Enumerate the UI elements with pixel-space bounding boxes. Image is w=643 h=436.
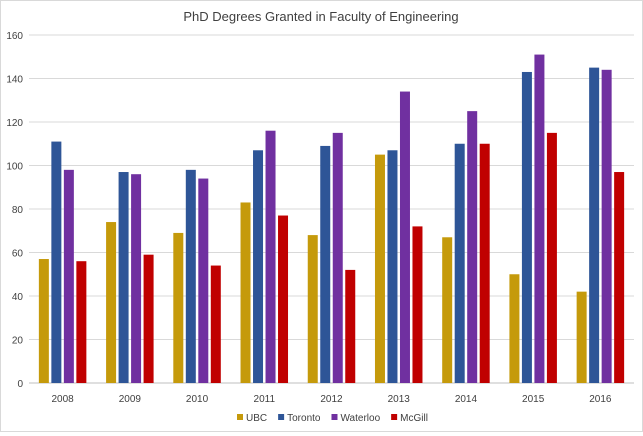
bar-mcgill-2010 <box>210 265 221 383</box>
y-tick-label: 160 <box>6 31 23 42</box>
bar-toronto-2008 <box>51 141 62 383</box>
bar-mcgill-2011 <box>278 215 289 383</box>
bar-mcgill-2013 <box>412 226 423 383</box>
x-tick-label: 2011 <box>254 394 276 405</box>
bar-toronto-2013 <box>387 150 398 383</box>
y-tick-label: 140 <box>6 75 23 86</box>
x-tick-label: 2014 <box>455 394 478 405</box>
bar-ubc-2008 <box>38 259 49 383</box>
y-tick-label: 80 <box>12 205 24 216</box>
bar-ubc-2012 <box>307 235 318 383</box>
bar-waterloo-2010 <box>198 178 209 383</box>
bar-ubc-2014 <box>442 237 453 383</box>
x-tick-label: 2013 <box>388 394 411 405</box>
y-tick-label: 60 <box>12 249 24 260</box>
bar-waterloo-2014 <box>467 111 478 383</box>
legend-swatch-toronto <box>278 414 285 420</box>
bar-waterloo-2008 <box>63 169 74 383</box>
bar-toronto-2009 <box>118 172 129 383</box>
legend-swatch-waterloo <box>331 414 338 420</box>
x-tick-label: 2012 <box>320 394 343 405</box>
bar-mcgill-2016 <box>614 172 625 383</box>
bar-toronto-2010 <box>185 169 196 383</box>
bar-ubc-2009 <box>106 222 117 383</box>
x-tick-label: 2015 <box>522 394 545 405</box>
bar-toronto-2012 <box>320 145 331 383</box>
bar-waterloo-2013 <box>399 91 410 384</box>
bar-waterloo-2016 <box>601 69 612 384</box>
x-tick-label: 2008 <box>51 394 74 405</box>
bar-waterloo-2012 <box>332 132 343 383</box>
bar-toronto-2011 <box>253 150 264 383</box>
y-tick-label: 0 <box>17 379 23 390</box>
legend-label-mcgill: McGill <box>400 413 428 424</box>
bar-waterloo-2015 <box>534 54 545 383</box>
chart-title: PhD Degrees Granted in Faculty of Engine… <box>183 9 458 24</box>
y-tick-label: 40 <box>12 292 24 303</box>
y-tick-label: 120 <box>6 118 23 129</box>
bar-waterloo-2011 <box>265 130 276 383</box>
bar-mcgill-2008 <box>76 261 87 383</box>
x-tick-label: 2016 <box>589 394 612 405</box>
bar-ubc-2016 <box>576 291 587 383</box>
bar-ubc-2015 <box>509 274 520 383</box>
legend-label-ubc: UBC <box>246 413 267 424</box>
bar-waterloo-2009 <box>131 174 142 383</box>
bar-ubc-2010 <box>173 232 184 383</box>
bar-ubc-2011 <box>240 202 251 383</box>
legend-label-waterloo: Waterloo <box>340 413 380 424</box>
legend-swatch-mcgill <box>391 414 398 420</box>
y-tick-label: 20 <box>12 336 24 347</box>
bar-mcgill-2014 <box>479 143 490 383</box>
bar-mcgill-2012 <box>345 269 356 383</box>
bar-mcgill-2015 <box>546 132 557 383</box>
bar-toronto-2015 <box>521 71 532 383</box>
bar-mcgill-2009 <box>143 254 154 383</box>
bar-ubc-2013 <box>374 154 385 383</box>
y-tick-label: 100 <box>6 162 23 173</box>
x-tick-label: 2009 <box>119 394 142 405</box>
bar-toronto-2014 <box>454 143 465 383</box>
legend-label-toronto: Toronto <box>287 413 321 424</box>
legend-swatch-ubc <box>237 414 243 420</box>
bar-toronto-2016 <box>589 67 600 383</box>
x-tick-label: 2010 <box>186 394 209 405</box>
